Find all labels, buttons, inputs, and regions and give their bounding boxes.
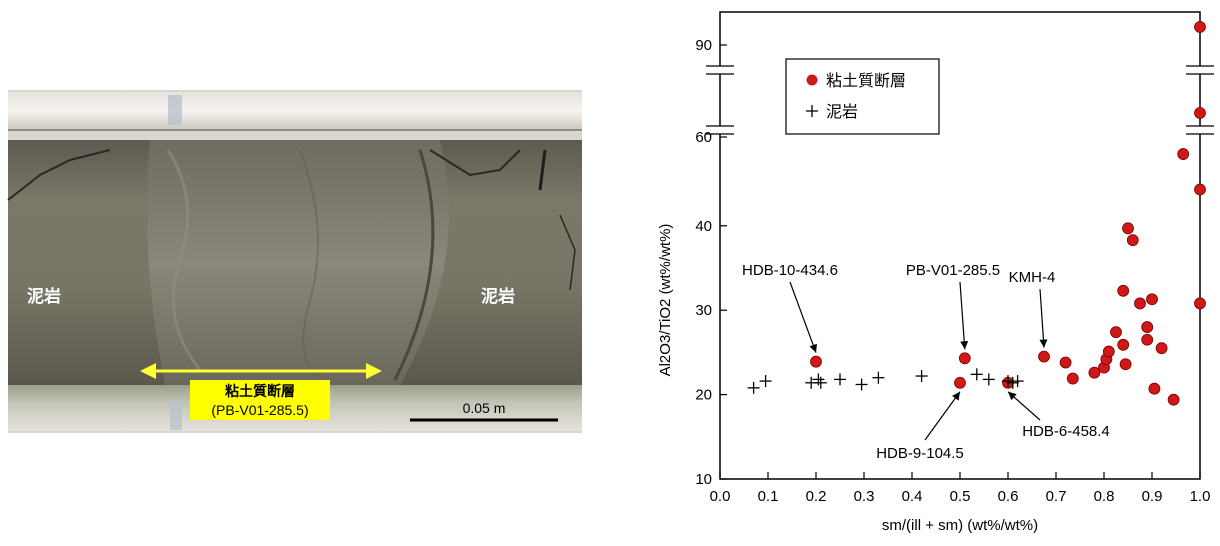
fault-point xyxy=(954,376,966,389)
x-tick-label: 0.7 xyxy=(1046,488,1067,505)
fault-point xyxy=(1102,345,1115,358)
x-tick-label: 0.4 xyxy=(902,488,923,505)
legend-label-fault: 粘土質断層 xyxy=(826,72,906,90)
annotation-arrow xyxy=(789,281,817,353)
fault-point xyxy=(1122,222,1134,235)
x-tick-label: 1.0 xyxy=(1190,488,1211,505)
core-photo: 泥岩 泥岩 粘土質断層 (PB-V01-285.5) 0.05 m xyxy=(7,90,582,433)
fault-point xyxy=(1141,333,1154,346)
annotation-label: PB-V01-285.5 xyxy=(906,262,1000,279)
x-tick-label: 0.1 xyxy=(758,488,779,505)
annotation-label: KMH-4 xyxy=(1009,269,1056,286)
legend-marker-fault xyxy=(806,74,818,86)
fault-point xyxy=(1148,382,1161,395)
legend-box xyxy=(785,58,940,135)
x-tick-label: 0.0 xyxy=(710,488,731,505)
fault-label-box xyxy=(190,380,330,420)
fault-point xyxy=(1066,372,1079,385)
fault-point xyxy=(1146,293,1158,306)
fault-point xyxy=(1119,358,1132,371)
y-tick-label: 90 xyxy=(695,37,712,54)
clay-fault-zone xyxy=(147,140,449,385)
chart-marks xyxy=(747,21,1206,406)
mudstone-point xyxy=(759,375,772,388)
fault-point xyxy=(1038,350,1050,363)
x-tick-label: 0.8 xyxy=(1094,488,1115,505)
mudstone-point xyxy=(970,368,983,381)
fault-point xyxy=(1059,356,1072,369)
fault-label-name: 粘土質断層 xyxy=(225,383,295,399)
chart-axes: 0.0 0.1 0.2 0.3 0.4 0.5 0.6 0.7 0.8 0.9 1.0 10 20 30 4… xyxy=(695,11,1214,505)
y-tick-label: 30 xyxy=(695,302,712,319)
x-tick-label: 0.9 xyxy=(1142,488,1163,505)
annotation-arrow xyxy=(924,391,961,441)
annotation-arrowhead xyxy=(1008,391,1017,401)
annotation-label: HDB-10-434.6 xyxy=(742,262,838,279)
y-tick-label: 20 xyxy=(695,387,712,404)
mudstone-point xyxy=(747,381,760,394)
tube-top-rail xyxy=(8,92,582,130)
mudstone-point xyxy=(855,378,868,391)
scatter-chart: 0.0 0.1 0.2 0.3 0.4 0.5 0.6 0.7 0.8 0.9 1.0 10 20 30 4… xyxy=(657,11,1214,534)
annotation-arrow xyxy=(1039,288,1045,348)
mudstone-point xyxy=(872,371,885,384)
axis-break-gap xyxy=(1190,126,1210,134)
fault-point xyxy=(1088,366,1101,379)
fault-point xyxy=(958,352,971,365)
axis-break-gap xyxy=(710,66,730,74)
mudstone-point xyxy=(1011,375,1024,388)
x-tick-label: 0.2 xyxy=(806,488,827,505)
fault-point xyxy=(1194,297,1206,310)
fault-point xyxy=(1194,107,1206,119)
y-tick-label: 60 xyxy=(695,129,712,146)
fault-label-sample: (PB-V01-285.5) xyxy=(211,402,308,418)
x-tick-label: 0.6 xyxy=(998,488,1019,505)
mudstone-label-right: 泥岩 xyxy=(481,286,515,306)
mudstone-point xyxy=(1006,376,1019,389)
mudstone-point xyxy=(814,376,827,389)
annotation-arrowhead xyxy=(1039,339,1048,348)
x-tick-label: 0.3 xyxy=(854,488,875,505)
annotation-label: HDB-6-458.4 xyxy=(1022,423,1110,440)
fault-point xyxy=(1134,297,1146,310)
scatter-chart-panel: 0.0 0.1 0.2 0.3 0.4 0.5 0.6 0.7 0.8 0.9 1.0 10 20 30 4… xyxy=(640,0,1220,541)
fault-point xyxy=(1110,326,1122,339)
core-photo-panel: 泥岩 泥岩 粘土質断層 (PB-V01-285.5) 0.05 m xyxy=(7,90,582,433)
fault-point xyxy=(1117,338,1130,351)
mudstone-point xyxy=(834,373,846,386)
chart-annotations: HDB-10-434.6 PB-V01-285.5 KMH-4 HDB-9-104.5… xyxy=(742,262,1110,462)
fault-point xyxy=(1141,321,1154,333)
axis-break-gap xyxy=(710,126,730,134)
annotation-arrowhead xyxy=(809,343,817,353)
fault-point xyxy=(1177,148,1190,160)
annotation-arrowhead xyxy=(960,341,969,350)
annotation-arrowhead xyxy=(952,391,960,401)
fault-point xyxy=(810,355,822,368)
fault-point xyxy=(1126,234,1139,247)
mudstone-point xyxy=(812,373,825,386)
y-tick-label: 40 xyxy=(695,218,712,235)
fault-point xyxy=(1194,21,1206,33)
fault-point xyxy=(1194,183,1206,196)
fault-point xyxy=(1167,393,1180,406)
fault-width-arrow xyxy=(140,363,382,379)
y-tick-label: 10 xyxy=(695,471,712,488)
axis-break-gap xyxy=(1190,66,1210,74)
annotation-label: HDB-9-104.5 xyxy=(876,445,964,462)
mudstone-label-left: 泥岩 xyxy=(27,286,61,306)
legend-label-mudstone: 泥岩 xyxy=(826,103,858,121)
fault-point xyxy=(1155,342,1168,355)
mudstone-point xyxy=(982,373,995,386)
scale-bar-label: 0.05 m xyxy=(463,400,506,416)
x-axis-label: sm/(ill + sm) (wt%/wt%) xyxy=(882,517,1038,534)
y-axis-label: Al2O3/TiO2 (wt%/wt%) xyxy=(657,224,674,377)
x-tick-label: 0.5 xyxy=(950,488,971,505)
mudstone-point xyxy=(915,370,928,383)
annotation-arrow xyxy=(959,281,966,350)
fault-point xyxy=(1117,284,1130,297)
